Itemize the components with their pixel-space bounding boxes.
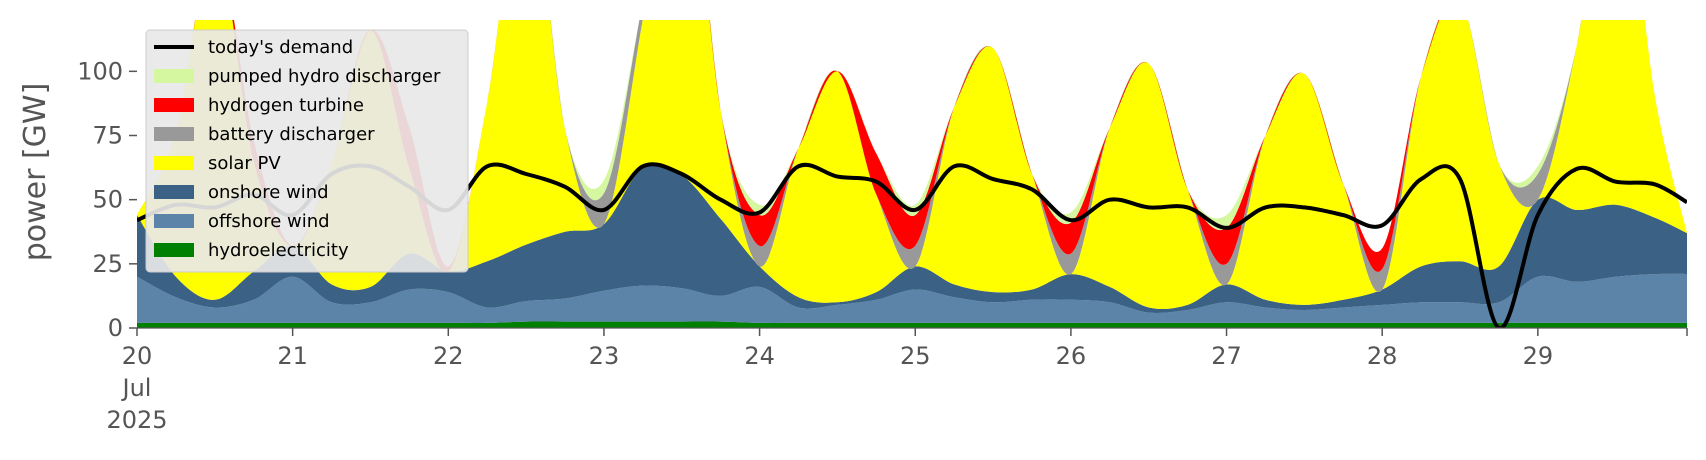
- legend-swatch: [154, 185, 194, 199]
- legend-box: [145, 29, 469, 273]
- area-offshore-wind: [137, 273, 1687, 323]
- legend: today's demand pumped hydro discharger hyd…: [145, 29, 469, 273]
- legend-swatch: [154, 243, 194, 257]
- legend-swatch: [154, 98, 194, 112]
- legend-entry-label: battery discharger: [208, 124, 375, 145]
- legend-entry-label: solar PV: [208, 153, 281, 174]
- x-tick-sublabel: Jul: [121, 374, 152, 402]
- x-tick-label: 28: [1367, 342, 1398, 370]
- legend-swatch: [154, 156, 194, 170]
- x-tick-label: 20: [122, 342, 153, 370]
- legend-swatch: [154, 69, 194, 83]
- legend-entry-label: onshore wind: [208, 182, 329, 203]
- y-tick-label: 25: [92, 250, 123, 278]
- legend-entry-label: today's demand: [208, 37, 353, 58]
- x-tick-label: 26: [1056, 342, 1087, 370]
- y-tick-label: 100: [77, 57, 123, 85]
- legend-entry-label: hydrogen turbine: [208, 95, 364, 116]
- legend-swatch: [154, 214, 194, 228]
- legend-entry-label: offshore wind: [208, 211, 330, 232]
- legend-swatch: [154, 127, 194, 141]
- x-tick-label: 29: [1523, 342, 1554, 370]
- axes: power [GW] 0 25 50 75 100 20 Jul 2025 21 22 23 24 25…: [18, 57, 1688, 434]
- area-hydroelectricity: [137, 321, 1687, 328]
- y-tick-label: 0: [108, 314, 123, 342]
- y-axis-title: power [GW]: [18, 83, 53, 262]
- legend-entry-label: pumped hydro discharger: [208, 66, 441, 87]
- x-tick-label: 24: [744, 342, 775, 370]
- area-solar-pv: [137, 20, 1687, 310]
- x-tick-label: 21: [277, 342, 308, 370]
- x-tick-sublabel: 2025: [106, 406, 167, 434]
- stacked-areas: [137, 20, 1687, 328]
- x-tick-label: 23: [589, 342, 620, 370]
- y-tick-label: 75: [92, 122, 123, 150]
- area-onshore-wind: [137, 164, 1687, 313]
- y-tick-label: 50: [92, 186, 123, 214]
- legend-entry-label: hydroelectricity: [208, 240, 349, 261]
- x-tick-label: 25: [900, 342, 931, 370]
- x-tick-label: 27: [1211, 342, 1242, 370]
- x-tick-label: 22: [433, 342, 464, 370]
- area-hydrogen-turbine: [137, 20, 1687, 273]
